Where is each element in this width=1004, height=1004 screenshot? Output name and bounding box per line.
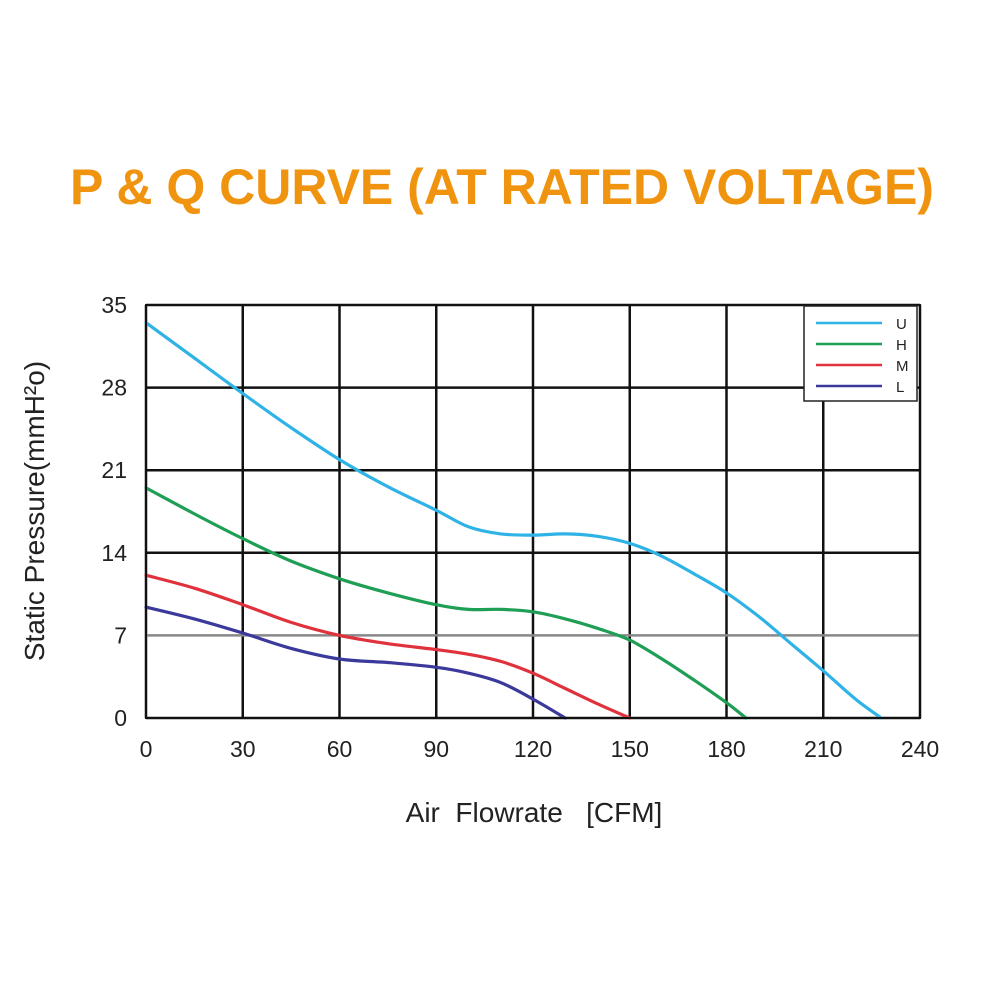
x-tick-label: 180 xyxy=(707,736,745,762)
legend-label-h: H xyxy=(896,337,907,354)
y-tick-label: 35 xyxy=(101,292,127,318)
y-tick-label: 7 xyxy=(114,622,127,648)
legend-label-l: L xyxy=(896,379,904,396)
x-tick-labels: 0 30 60 90 120 150 180 210 240 xyxy=(140,736,940,762)
x-tick-label: 210 xyxy=(804,736,842,762)
series-line-u xyxy=(144,321,883,720)
y-tick-label: 28 xyxy=(101,375,127,401)
y-axis-title: Static Pressure(mmH²o) xyxy=(19,361,50,661)
legend-label-u: U xyxy=(896,316,907,333)
legend-label-m: M xyxy=(896,358,909,375)
series-lines xyxy=(144,321,883,720)
x-tick-label: 0 xyxy=(140,736,153,762)
chart-title: P & Q CURVE (AT RATED VOLTAGE) xyxy=(70,159,934,215)
series-line-h xyxy=(144,486,748,720)
x-tick-label: 150 xyxy=(611,736,649,762)
y-tick-label: 14 xyxy=(101,540,127,566)
series-line-l xyxy=(144,605,567,720)
x-tick-label: 120 xyxy=(514,736,552,762)
x-tick-label: 240 xyxy=(901,736,939,762)
x-axis-title: Air Flowrate [CFM] xyxy=(406,797,663,828)
plot-frame xyxy=(145,304,921,719)
series-line-m xyxy=(144,573,632,720)
y-tick-labels: 0 7 14 21 28 35 xyxy=(101,292,127,731)
y-tick-label: 0 xyxy=(114,705,127,731)
x-tick-label: 60 xyxy=(327,736,353,762)
x-tick-label: 90 xyxy=(423,736,449,762)
y-tick-label: 21 xyxy=(101,457,127,483)
x-tick-label: 30 xyxy=(230,736,256,762)
